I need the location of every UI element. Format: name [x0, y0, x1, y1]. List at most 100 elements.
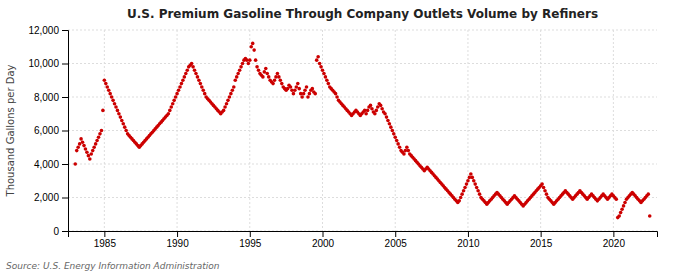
- point: [261, 75, 265, 79]
- grid-line: [68, 30, 657, 31]
- point: [194, 72, 198, 76]
- point: [364, 112, 368, 116]
- point: [95, 139, 99, 143]
- tick: 1990: [166, 231, 189, 249]
- tick: 4,000: [34, 159, 68, 170]
- tick-mark: [62, 231, 68, 232]
- tick-mark: [177, 231, 178, 237]
- point: [279, 78, 283, 82]
- point: [119, 115, 123, 119]
- point: [103, 78, 107, 82]
- point: [313, 92, 317, 96]
- point: [85, 150, 89, 154]
- point: [383, 112, 387, 116]
- point: [292, 92, 296, 96]
- point: [465, 182, 469, 186]
- point: [463, 186, 467, 190]
- point: [303, 89, 307, 93]
- point: [335, 95, 339, 99]
- point: [177, 89, 181, 93]
- grid-line: [68, 164, 657, 165]
- point: [222, 109, 226, 113]
- point: [373, 112, 377, 116]
- point: [308, 92, 312, 96]
- point: [457, 199, 461, 203]
- tick-mark: [613, 231, 614, 237]
- grid-line: [322, 30, 323, 231]
- point: [366, 109, 370, 113]
- point: [334, 92, 338, 96]
- point: [81, 140, 85, 144]
- point: [84, 147, 88, 151]
- tick-label: 2,000: [34, 192, 59, 203]
- point: [318, 62, 322, 66]
- point: [265, 72, 269, 76]
- point: [181, 78, 185, 82]
- point: [321, 68, 325, 72]
- point: [108, 92, 112, 96]
- point: [385, 115, 389, 119]
- point: [405, 145, 409, 149]
- tick-mark: [62, 198, 68, 199]
- point: [322, 72, 326, 76]
- point: [172, 99, 176, 103]
- point: [124, 129, 128, 133]
- point: [116, 109, 120, 113]
- point: [289, 85, 293, 89]
- point: [369, 104, 373, 108]
- tick: 12,000: [28, 25, 68, 36]
- point: [107, 89, 111, 93]
- point: [293, 89, 297, 93]
- point: [277, 75, 281, 79]
- point: [319, 65, 323, 69]
- x-axis: 19851990199520002005201020152020: [69, 231, 658, 249]
- point: [73, 162, 77, 166]
- tick: 8,000: [34, 92, 68, 103]
- point: [257, 68, 261, 72]
- grid-line: [395, 30, 396, 231]
- point: [540, 182, 544, 186]
- tick: 0: [53, 226, 68, 237]
- point: [236, 72, 240, 76]
- point: [248, 58, 252, 62]
- point: [473, 182, 477, 186]
- point: [617, 214, 621, 218]
- point: [620, 207, 624, 211]
- tick-label: 2015: [530, 238, 553, 249]
- point: [183, 75, 187, 79]
- point: [89, 152, 93, 156]
- point: [459, 196, 463, 200]
- tick-mark: [62, 164, 68, 165]
- tick-label: 2020: [603, 238, 626, 249]
- point: [121, 122, 125, 126]
- tick-label: 8,000: [34, 92, 59, 103]
- point: [402, 152, 406, 156]
- point: [171, 102, 175, 106]
- point: [542, 186, 546, 190]
- point: [232, 85, 236, 89]
- point: [646, 192, 650, 196]
- point: [94, 142, 98, 146]
- point: [200, 85, 204, 89]
- point: [174, 95, 178, 99]
- tick-label: 1990: [166, 238, 189, 249]
- point: [169, 105, 173, 109]
- point: [648, 214, 652, 218]
- point: [324, 75, 328, 79]
- tick-mark: [104, 231, 105, 237]
- point: [91, 149, 95, 153]
- point: [302, 92, 306, 96]
- point: [196, 75, 200, 79]
- tick-mark: [395, 231, 396, 237]
- tick: 1985: [94, 231, 117, 249]
- point: [395, 139, 399, 143]
- point: [114, 105, 118, 109]
- point: [184, 72, 188, 76]
- point: [113, 102, 117, 106]
- point: [254, 58, 258, 62]
- point: [168, 109, 172, 113]
- tick-label: 2005: [385, 238, 408, 249]
- grid-line: [68, 97, 657, 98]
- points: [73, 42, 651, 220]
- point: [391, 129, 395, 133]
